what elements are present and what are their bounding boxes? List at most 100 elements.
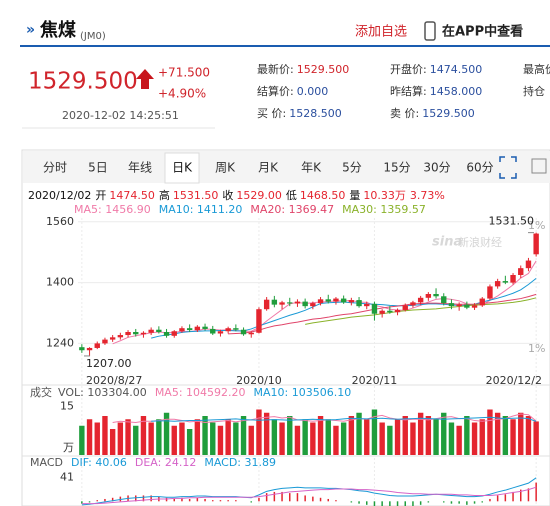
candle-body	[464, 304, 470, 308]
volume-bar	[494, 412, 501, 455]
candle-body	[333, 298, 339, 302]
tab[interactable]: 周K	[215, 161, 236, 175]
tab[interactable]: 月K	[258, 161, 279, 175]
candle-body	[471, 305, 478, 308]
candle-body	[133, 332, 139, 335]
x-tick-label: 2020/8/27	[86, 374, 142, 387]
right-label: 1%	[528, 219, 545, 232]
candle-body	[279, 302, 285, 305]
legend-entry: MA5: 1456.90	[74, 203, 151, 216]
y-tick-label: 15	[60, 399, 74, 412]
legend-entry: DIF: 40.06	[71, 456, 127, 469]
volume-bar	[148, 422, 154, 455]
volume-ma-line	[151, 416, 537, 422]
candle-body	[86, 347, 93, 351]
volume-label: 成交	[30, 385, 52, 399]
volume-bar	[533, 421, 539, 455]
candle-body	[202, 326, 208, 329]
volume-bar	[487, 409, 493, 455]
info-label: 低	[286, 189, 297, 202]
info-date: 2020/12/02	[28, 189, 91, 202]
quote-field: 开盘价: 1474.500	[390, 62, 482, 76]
candle-body	[117, 335, 124, 338]
candle-body	[271, 299, 278, 305]
volume-bar	[117, 422, 124, 455]
tab[interactable]: 30分	[423, 161, 450, 175]
field-value: 1529.500	[297, 63, 350, 76]
volume-unit: 万	[63, 441, 74, 454]
volume-bar	[317, 416, 324, 455]
info-label: 收	[222, 188, 233, 202]
legend: 成交 VOL: 103304.00 MA5: 104592.20 MA10: 1035…	[30, 385, 351, 399]
field-value: 1474.500	[430, 63, 483, 76]
candle-body	[525, 260, 532, 269]
candle-body	[371, 303, 378, 314]
tab[interactable]: 日K	[172, 161, 193, 175]
volume-bar	[464, 416, 470, 455]
candle-body	[233, 328, 239, 330]
volume-bar	[217, 425, 224, 455]
field-label: 开盘价:	[390, 62, 427, 76]
volume-bar	[456, 425, 462, 455]
field-label: 结算价:	[257, 84, 294, 98]
candle-body	[417, 297, 424, 303]
tab[interactable]: 15分	[383, 161, 410, 175]
volume-bar	[125, 419, 131, 455]
candle-body	[356, 300, 362, 307]
settings-icon[interactable]	[531, 158, 547, 174]
quote-field: 昨结算: 1458.000	[390, 84, 482, 98]
candle-body	[402, 305, 408, 310]
annotation: 1531.50	[489, 215, 535, 228]
candle-body	[163, 332, 170, 336]
add-watchlist[interactable]: 添加自选	[355, 25, 407, 40]
info-label: 开	[95, 189, 106, 202]
tab[interactable]: 5分	[342, 161, 362, 175]
open-app[interactable]: 在APP中查看	[442, 24, 523, 40]
volume-bar	[471, 422, 478, 455]
volume-bar	[94, 422, 100, 455]
volume-bar	[394, 419, 401, 455]
change: +71.500	[158, 66, 210, 80]
volume-bar	[279, 422, 285, 455]
candle-body	[340, 298, 347, 303]
active-tab	[164, 152, 200, 184]
volume-bar	[325, 419, 331, 455]
candle-body	[94, 343, 100, 348]
candle-body	[248, 332, 254, 335]
tab[interactable]: 60分	[466, 161, 493, 175]
volume-bar	[364, 419, 370, 455]
field-label: 持仓	[523, 84, 545, 98]
tab[interactable]: 年线	[128, 161, 152, 175]
candle-body	[263, 299, 270, 310]
volume-bar	[86, 419, 93, 455]
watermark-logo: sina	[432, 235, 462, 250]
fullscreen-icon[interactable]	[499, 156, 517, 179]
title: 焦煤	[39, 19, 76, 41]
volume-bar	[156, 419, 162, 455]
candle-body	[425, 294, 432, 298]
volume-bar	[333, 425, 339, 455]
candle-body	[240, 329, 247, 335]
volume-bar	[348, 416, 355, 455]
price: 1529.500	[28, 69, 138, 95]
tab[interactable]: 5日	[88, 161, 108, 175]
y-tick-label: 41	[60, 470, 74, 483]
candle-body	[217, 331, 224, 334]
quote-field: 最新价: 1529.500	[257, 62, 349, 76]
candle-body	[186, 328, 193, 331]
volume-bar	[510, 419, 516, 455]
field-value: 0.000	[297, 85, 329, 98]
info-value: 1529.00	[236, 189, 282, 202]
tab[interactable]: 年K	[301, 161, 322, 175]
candle-body	[456, 304, 462, 307]
volume-bar	[210, 422, 216, 455]
volume-title: VOL: 103304.00	[58, 386, 147, 399]
legend-entry: MA30: 1359.57	[342, 203, 426, 216]
candle-body	[156, 329, 162, 332]
legend-entry: MA5: 104592.20	[155, 386, 246, 399]
candle-body	[194, 326, 201, 331]
candle-body	[102, 339, 108, 344]
tab[interactable]: 分时	[43, 161, 67, 175]
code: (JM0)	[80, 31, 106, 42]
